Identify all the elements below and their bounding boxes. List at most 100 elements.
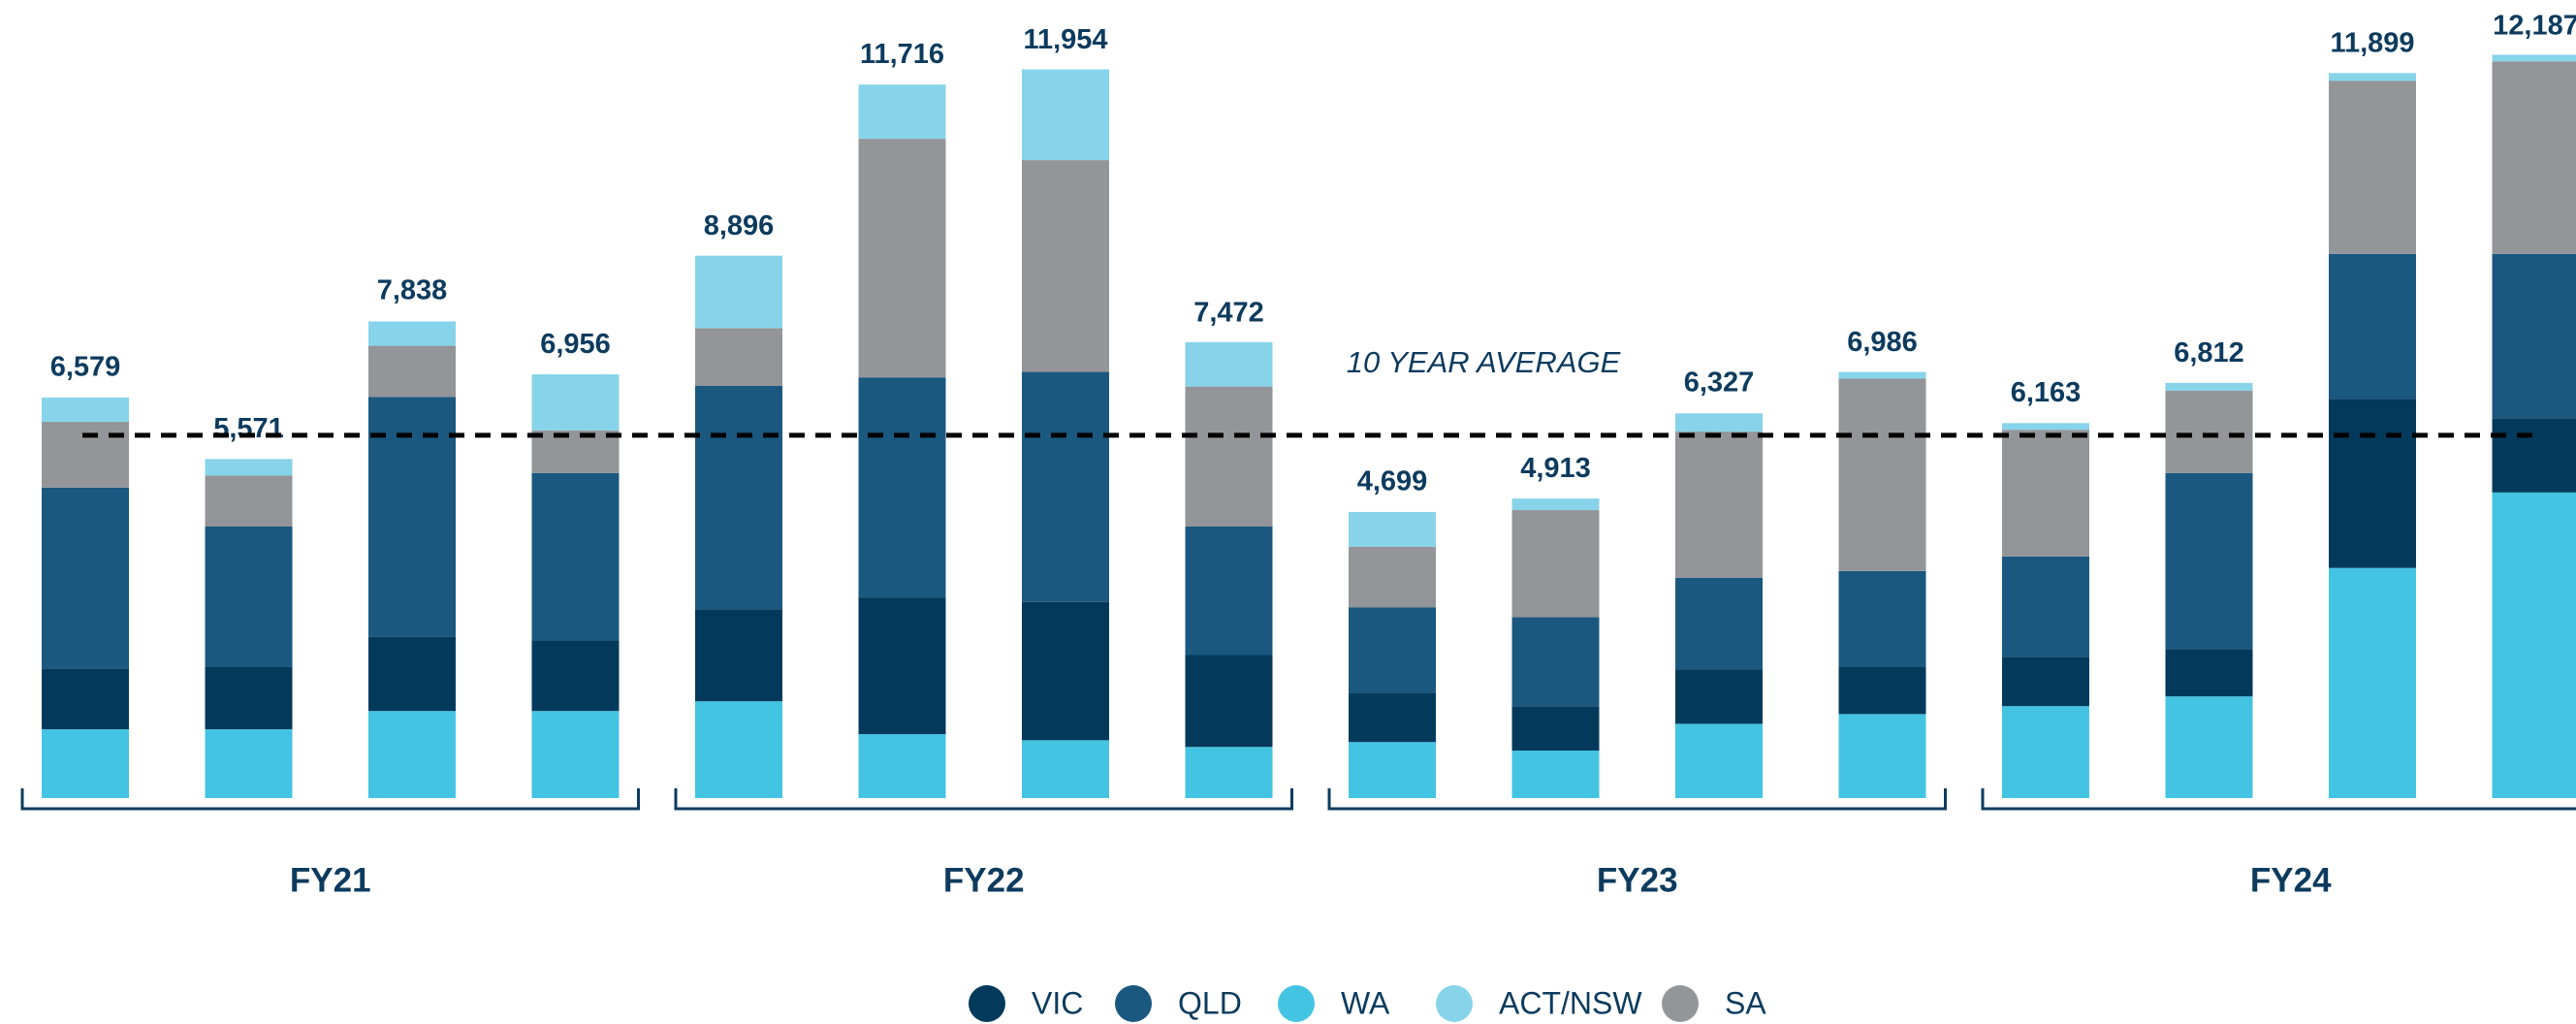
bar-segment: [2329, 73, 2416, 81]
bar-segment: [42, 422, 129, 488]
bar-segment: [1349, 607, 1436, 693]
bar-segment: [531, 374, 620, 431]
group-bracket: [1327, 788, 1947, 811]
total-label: 11,899: [2330, 28, 2414, 59]
group-bracket: [20, 788, 640, 811]
bar-segment: [1511, 706, 1600, 752]
bar-segment: [1675, 723, 1763, 798]
total-label: 6,812: [2174, 337, 2244, 368]
bar-segment: [205, 527, 293, 667]
bar-segment: [2002, 430, 2089, 557]
legend-marker: [1115, 985, 1152, 1022]
bar-segment: [1349, 511, 1436, 547]
bar-segment: [1022, 69, 1109, 161]
bar-segment: [2165, 649, 2253, 697]
bar-segment: [2329, 567, 2416, 798]
bar-segment: [2002, 556, 2089, 657]
bar-segment: [42, 397, 129, 423]
bar-segment: [1022, 740, 1109, 798]
bar-segment: [1185, 386, 1273, 528]
total-label: 8,896: [704, 210, 775, 241]
bar-segment: [531, 430, 620, 473]
bar-segment: [42, 668, 129, 730]
total-label: 6,327: [1684, 367, 1755, 398]
bar-segment: [858, 597, 946, 735]
bar-segment: [1022, 160, 1109, 372]
bar-segment: [2002, 706, 2089, 798]
bar-segment: [1349, 692, 1436, 743]
bar-segment: [2165, 472, 2253, 650]
group-bracket: [1981, 788, 2576, 811]
bar-segment: [531, 640, 620, 712]
bar-segment: [2165, 391, 2253, 473]
bar-segment: [1022, 601, 1109, 741]
bar-segment: [2329, 80, 2416, 254]
group-label: FY21: [290, 861, 371, 899]
bar-segment: [531, 711, 620, 798]
group-label: FY22: [943, 861, 1025, 899]
bar-segment: [858, 139, 946, 378]
bar-segment: [695, 328, 782, 386]
legend-marker: [969, 985, 1005, 1022]
bar-segment: [1675, 432, 1763, 578]
bar-segment: [858, 734, 946, 798]
bar-segment: [1022, 371, 1109, 602]
bar-segment: [695, 609, 782, 702]
total-label: 6,986: [1847, 327, 1918, 358]
bar-segment: [1838, 371, 1926, 379]
bar-segment: [695, 255, 782, 329]
bar-segment: [2329, 253, 2416, 400]
bar-segment: [2165, 382, 2253, 392]
bar-segment: [368, 711, 456, 798]
legend-label: QLD: [1178, 985, 1242, 1020]
bar-segment: [2002, 423, 2089, 431]
total-label: 6,163: [2011, 377, 2082, 408]
bar-segment: [1511, 510, 1600, 618]
bar-segment: [205, 666, 293, 730]
legend-label: WA: [1341, 985, 1390, 1020]
bar-segment: [695, 385, 782, 610]
total-label: 6,579: [50, 352, 121, 383]
bar-segment: [1675, 669, 1763, 724]
bar-segment: [42, 487, 129, 669]
bar-segment: [1511, 498, 1600, 511]
bar-segment: [1675, 413, 1763, 432]
bar-segment: [1185, 341, 1273, 387]
legend-label: ACT/NSW: [1499, 985, 1642, 1020]
average-label: 10 YEAR AVERAGE: [1347, 345, 1621, 379]
total-label: 12,187: [2493, 11, 2576, 42]
bar-segment: [2002, 656, 2089, 707]
total-label: 11,954: [1023, 24, 1107, 55]
bar-segment: [858, 84, 946, 140]
bar-segment: [1185, 527, 1273, 656]
bar-segment: [1185, 747, 1273, 798]
bar-segment: [1838, 714, 1926, 798]
bar-segment: [1185, 655, 1273, 748]
total-label: 7,838: [377, 275, 448, 306]
bar-segment: [205, 459, 293, 476]
bar-segment: [42, 729, 129, 798]
total-label: 7,472: [1193, 298, 1264, 329]
bar-segment: [1511, 751, 1600, 798]
bar-segment: [2492, 492, 2576, 798]
total-label: 4,699: [1357, 466, 1428, 497]
bar-segment: [368, 345, 456, 398]
bar-segment: [1675, 577, 1763, 670]
legend-label: VIC: [1032, 985, 1083, 1020]
bar-segment: [205, 729, 293, 798]
bar-segment: [2329, 399, 2416, 568]
bar-segment: [368, 636, 456, 712]
bar-segment: [1511, 617, 1600, 707]
total-label: 5,571: [213, 413, 284, 444]
group-label: FY23: [1597, 861, 1678, 899]
group-bracket: [674, 788, 1293, 811]
bar-segment: [2165, 696, 2253, 798]
bar-segment: [2492, 61, 2576, 254]
bar-segment: [205, 475, 293, 528]
bar-segment: [1838, 666, 1926, 715]
legend-label: SA: [1725, 985, 1766, 1020]
bar-segment: [368, 321, 456, 346]
bar-segment: [2492, 54, 2576, 62]
bar-segment: [1838, 378, 1926, 571]
